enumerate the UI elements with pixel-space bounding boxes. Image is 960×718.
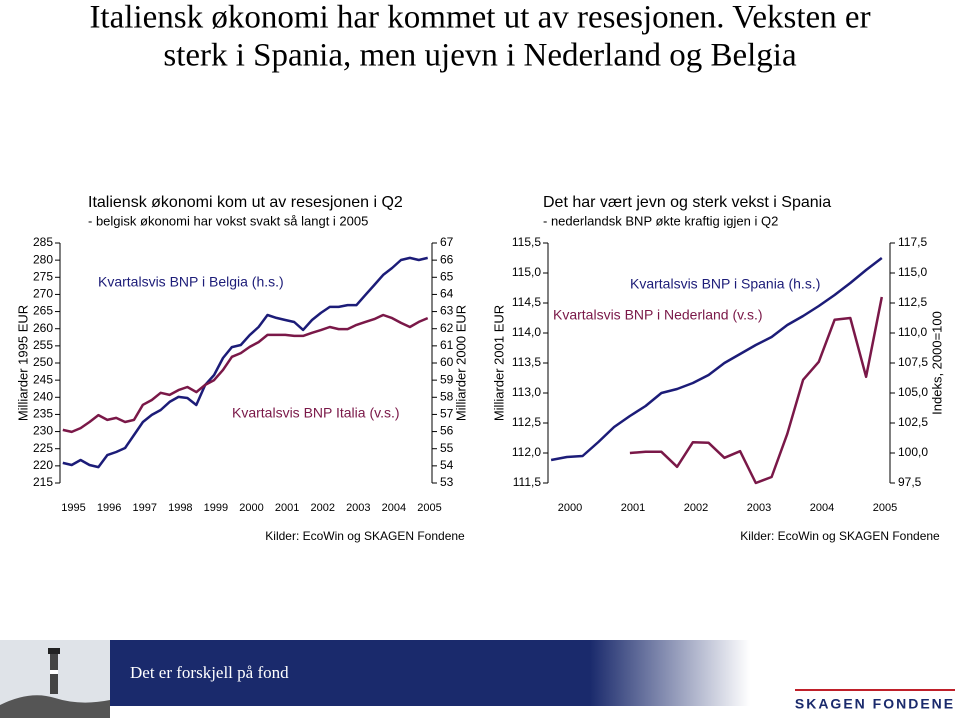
y2-tick-label: 59 <box>440 372 454 386</box>
footer-tagline: Det er forskjell på fond <box>130 663 289 682</box>
y2-tick-label: 62 <box>440 321 454 335</box>
y-tick-label: 114,0 <box>512 325 541 339</box>
y2-tick-label: 100,0 <box>898 445 928 459</box>
source: Kilder: EcoWin og SKAGEN Fondene <box>265 529 465 543</box>
series-label: Kvartalsvis BNP i Spania (h.s.) <box>630 276 820 292</box>
y-tick-label: 115,5 <box>512 235 541 249</box>
x-tick-label: 1997 <box>132 502 156 514</box>
x-tick-label: 2004 <box>382 502 406 514</box>
y2-tick-label: 107,5 <box>898 355 928 369</box>
y-tick-label: 113,5 <box>512 355 541 369</box>
y2-tick-label: 115,0 <box>898 265 927 279</box>
y2-tick-label: 110,0 <box>898 325 927 339</box>
x-tick-label: 2003 <box>747 502 771 514</box>
x-tick-label: 2001 <box>275 502 299 514</box>
series-line <box>62 313 429 434</box>
series-line <box>629 296 884 485</box>
series-label: Kvartalsvis BNP i Belgia (h.s.) <box>98 274 284 290</box>
series-label: Kvartalsvis BNP i Nederland (v.s.) <box>553 307 763 323</box>
y-tick-label: 220 <box>33 458 53 472</box>
chart-title: Det har vært jevn og sterk vekst i Spani… <box>543 194 831 211</box>
x-tick-label: 1995 <box>61 502 85 514</box>
lighthouse-image <box>0 640 110 718</box>
y-tick-label: 114,5 <box>512 295 541 309</box>
x-tick-label: 2002 <box>684 502 708 514</box>
y2-tick-label: 64 <box>440 287 454 301</box>
y-tick-label: 275 <box>33 269 53 283</box>
y2-tick-label: 97,5 <box>898 475 922 489</box>
y2-tick-label: 58 <box>440 389 454 403</box>
y-tick-label: 225 <box>33 441 53 455</box>
chart-subtitle: - nederlandsk BNP økte kraftig igjen i Q… <box>543 213 778 228</box>
y2-tick-label: 61 <box>440 338 454 352</box>
x-tick-label: 2002 <box>310 502 334 514</box>
y-axis-title: Milliarder 2001 EUR <box>491 305 506 421</box>
y-tick-label: 112,0 <box>512 445 541 459</box>
y2-axis-title: Milliarder 2000 EUR <box>453 305 468 421</box>
y-tick-label: 250 <box>33 355 53 369</box>
y2-tick-label: 66 <box>440 252 454 266</box>
slide-title: sterk i Spania, men ujevn i Nederland og… <box>163 38 797 74</box>
y-tick-label: 230 <box>33 424 53 438</box>
y-tick-label: 240 <box>33 389 53 403</box>
y-axis-title: Milliarder 1995 EUR <box>15 305 30 421</box>
series-line <box>62 256 428 469</box>
y-tick-label: 285 <box>33 235 53 249</box>
x-tick-label: 2000 <box>239 502 263 514</box>
y-tick-label: 255 <box>33 338 53 352</box>
x-tick-label: 1998 <box>168 502 192 514</box>
y2-tick-label: 60 <box>440 355 454 369</box>
y-tick-label: 260 <box>33 321 53 335</box>
x-tick-label: 1996 <box>97 502 121 514</box>
x-tick-label: 1999 <box>204 502 228 514</box>
chart-subtitle: - belgisk økonomi har vokst svakt så lan… <box>88 213 368 228</box>
y-tick-label: 113,0 <box>512 385 541 399</box>
y2-tick-label: 54 <box>440 458 454 472</box>
y2-tick-label: 56 <box>440 424 454 438</box>
y2-tick-label: 55 <box>440 441 454 455</box>
slide-title: Italiensk økonomi har kommet ut av reses… <box>89 0 870 36</box>
x-tick-label: 2005 <box>417 502 441 514</box>
y2-tick-label: 105,0 <box>898 385 928 399</box>
y-tick-label: 112,5 <box>512 415 541 429</box>
x-tick-label: 2001 <box>621 502 645 514</box>
y-tick-label: 235 <box>33 407 53 421</box>
chart-title: Italiensk økonomi kom ut av resesjonen i… <box>88 194 403 211</box>
series-line <box>550 257 883 462</box>
y2-axis-title: Indeks, 2000=100 <box>929 311 944 415</box>
footer-band <box>110 640 750 706</box>
x-tick-label: 2003 <box>346 502 370 514</box>
y-tick-label: 245 <box>33 372 53 386</box>
y-tick-label: 265 <box>33 304 53 318</box>
y-tick-label: 111,5 <box>513 475 542 489</box>
source: Kilder: EcoWin og SKAGEN Fondene <box>740 529 940 543</box>
y2-tick-label: 65 <box>440 269 454 283</box>
x-tick-label: 2005 <box>873 502 897 514</box>
logo: SKAGEN FONDENE <box>795 696 955 712</box>
y-tick-label: 215 <box>33 475 53 489</box>
y2-tick-label: 112,5 <box>898 295 927 309</box>
x-tick-label: 2004 <box>810 502 834 514</box>
y2-tick-label: 53 <box>440 475 454 489</box>
x-tick-label: 2000 <box>558 502 582 514</box>
y2-tick-label: 57 <box>440 407 454 421</box>
y2-tick-label: 67 <box>440 235 454 249</box>
y-tick-label: 280 <box>33 252 53 266</box>
y-tick-label: 270 <box>33 287 53 301</box>
series-label: Kvartalsvis BNP Italia (v.s.) <box>232 405 400 421</box>
y2-tick-label: 102,5 <box>898 415 928 429</box>
y2-tick-label: 117,5 <box>898 235 927 249</box>
y2-tick-label: 63 <box>440 304 454 318</box>
y-tick-label: 115,0 <box>512 265 541 279</box>
